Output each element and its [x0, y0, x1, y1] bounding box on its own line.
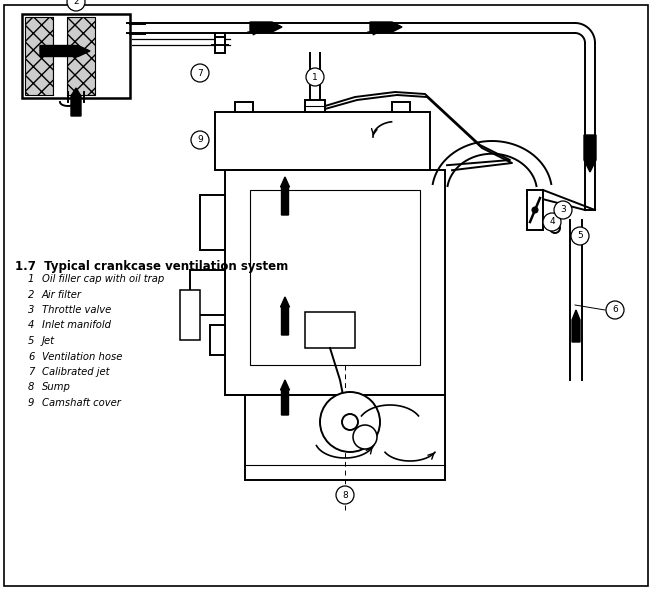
FancyArrow shape [281, 177, 289, 215]
FancyArrow shape [572, 310, 580, 342]
Text: Inlet manifold: Inlet manifold [42, 320, 111, 330]
Text: Jet: Jet [42, 336, 55, 346]
FancyArrow shape [584, 135, 596, 172]
Circle shape [306, 68, 324, 86]
Bar [225, 170, 445, 395]
Circle shape [353, 425, 377, 449]
Text: 1: 1 [312, 73, 318, 81]
Bar [527, 190, 543, 230]
Circle shape [336, 486, 354, 504]
Text: 6: 6 [28, 352, 35, 362]
Circle shape [320, 392, 380, 452]
Text: 2: 2 [73, 0, 79, 6]
Text: 9: 9 [28, 398, 35, 408]
Text: Sump: Sump [42, 382, 71, 392]
Circle shape [191, 131, 209, 149]
Circle shape [67, 0, 85, 11]
Circle shape [606, 301, 624, 319]
Circle shape [532, 207, 538, 213]
Bar [392, 102, 410, 112]
Bar [305, 312, 355, 348]
Bar [180, 290, 200, 340]
Text: Oil filler cap with oil trap: Oil filler cap with oil trap [42, 274, 165, 284]
Text: Camshaft cover: Camshaft cover [42, 398, 121, 408]
Text: 8: 8 [28, 382, 35, 392]
Bar [22, 14, 130, 98]
Text: Calibrated jet: Calibrated jet [42, 367, 110, 377]
Text: 1.7  Typical crankcase ventilation system: 1.7 Typical crankcase ventilation system [15, 260, 288, 273]
Text: 5: 5 [28, 336, 35, 346]
Text: 8: 8 [342, 490, 348, 500]
Text: 4: 4 [549, 218, 555, 227]
Text: 7: 7 [197, 68, 203, 77]
Bar [305, 100, 325, 112]
Text: 4: 4 [28, 320, 35, 330]
Circle shape [571, 227, 589, 245]
Bar [190, 270, 225, 315]
Text: 2: 2 [28, 290, 35, 300]
Text: 9: 9 [197, 136, 203, 145]
Bar [250, 190, 420, 365]
Text: 3: 3 [560, 205, 566, 215]
FancyArrow shape [71, 88, 81, 116]
Text: 7: 7 [28, 367, 35, 377]
Bar [25, 17, 53, 95]
Text: 1: 1 [28, 274, 35, 284]
Bar [200, 195, 225, 250]
Text: 3: 3 [28, 305, 35, 315]
Text: Throttle valve: Throttle valve [42, 305, 111, 315]
FancyArrow shape [40, 45, 90, 57]
Text: 6: 6 [612, 306, 618, 314]
FancyArrow shape [281, 297, 289, 335]
Circle shape [550, 223, 560, 233]
Bar [245, 395, 445, 480]
Circle shape [191, 64, 209, 82]
FancyArrow shape [281, 380, 289, 415]
Text: 5: 5 [577, 231, 583, 241]
Bar [235, 102, 253, 112]
Bar [67, 17, 95, 95]
Circle shape [553, 226, 557, 230]
Text: Air filter: Air filter [42, 290, 82, 300]
Bar [215, 37, 225, 53]
Bar [210, 325, 225, 355]
Bar [53, 17, 67, 95]
Circle shape [342, 414, 358, 430]
Polygon shape [215, 112, 430, 170]
FancyArrow shape [370, 22, 402, 32]
FancyArrow shape [250, 22, 282, 32]
Text: Ventilation hose: Ventilation hose [42, 352, 122, 362]
Circle shape [543, 213, 561, 231]
Circle shape [554, 201, 572, 219]
